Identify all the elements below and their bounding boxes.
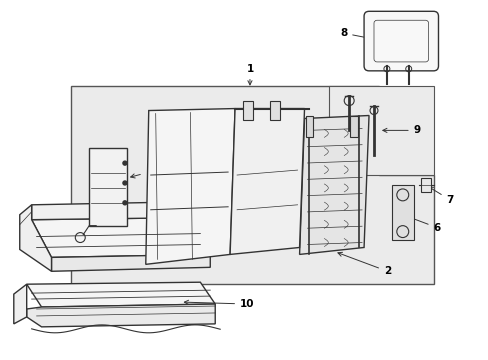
Circle shape bbox=[122, 181, 127, 185]
Text: 1: 1 bbox=[246, 64, 253, 85]
Bar bbox=[420, 178, 429, 192]
Polygon shape bbox=[71, 86, 433, 284]
Polygon shape bbox=[14, 284, 27, 324]
Bar bbox=[243, 100, 252, 121]
Polygon shape bbox=[230, 109, 304, 255]
Text: 3: 3 bbox=[261, 111, 268, 127]
Text: 4: 4 bbox=[186, 198, 196, 220]
Circle shape bbox=[122, 201, 127, 205]
Bar bbox=[89, 148, 127, 226]
Text: 2: 2 bbox=[337, 252, 390, 276]
Text: 6: 6 bbox=[406, 216, 440, 233]
Circle shape bbox=[122, 161, 127, 165]
Bar bbox=[269, 100, 279, 121]
Polygon shape bbox=[27, 282, 215, 307]
Bar bbox=[349, 116, 357, 137]
Polygon shape bbox=[51, 255, 210, 271]
Text: 9: 9 bbox=[382, 125, 420, 135]
FancyBboxPatch shape bbox=[364, 11, 438, 71]
Bar bbox=[328, 86, 433, 175]
Polygon shape bbox=[145, 109, 235, 264]
Text: 8: 8 bbox=[339, 28, 369, 40]
Bar bbox=[391, 185, 413, 239]
Text: 11: 11 bbox=[189, 237, 244, 249]
Text: 10: 10 bbox=[184, 299, 254, 309]
Polygon shape bbox=[20, 205, 51, 271]
Text: 7: 7 bbox=[428, 187, 453, 205]
Polygon shape bbox=[299, 116, 368, 255]
Polygon shape bbox=[32, 202, 185, 220]
Polygon shape bbox=[32, 218, 210, 257]
Text: 5: 5 bbox=[130, 167, 153, 178]
Polygon shape bbox=[27, 304, 215, 327]
Bar bbox=[305, 116, 313, 137]
